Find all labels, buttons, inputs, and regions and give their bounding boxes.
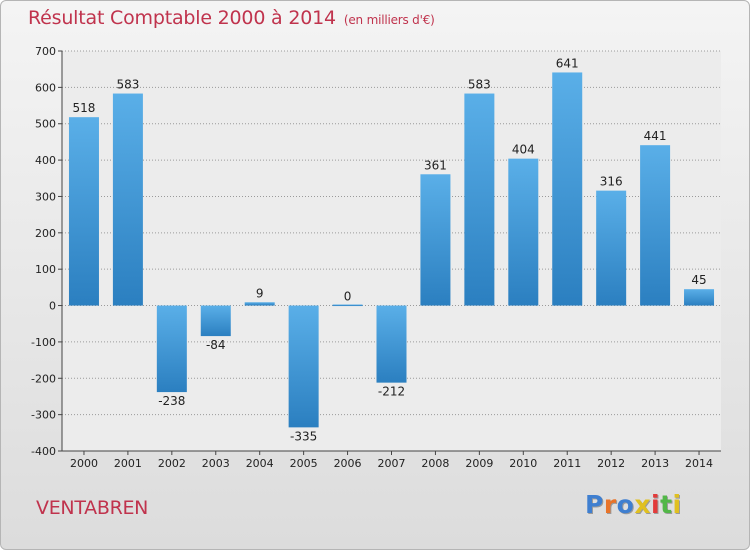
bar: [684, 289, 715, 306]
y-tick-label: 400: [35, 154, 56, 167]
bar-value-label: 583: [116, 78, 139, 92]
bar-value-label: 45: [691, 273, 706, 287]
bar: [376, 305, 407, 383]
bar: [156, 305, 187, 393]
city-name: VENTABREN: [36, 497, 149, 519]
chart-title: Résultat Comptable 2000 à 2014 (en millie…: [28, 7, 435, 29]
y-tick-label: -400: [31, 445, 56, 458]
y-tick-label: 0: [49, 300, 56, 313]
bar: [200, 305, 231, 337]
y-tick-label: 300: [35, 190, 56, 203]
bar: [288, 305, 319, 428]
chart-title-text: Résultat Comptable 2000 à 2014: [28, 7, 336, 29]
x-tick-label: 2009: [465, 457, 493, 470]
bar-value-label: 404: [512, 143, 535, 157]
bar-value-label: -335: [290, 429, 317, 443]
y-tick-label: -100: [31, 336, 56, 349]
x-tick-label: 2007: [378, 457, 406, 470]
bar: [640, 145, 671, 306]
logo-letter: i: [672, 490, 682, 519]
bar-value-label: 361: [424, 158, 447, 172]
logo-letter: x: [634, 490, 651, 519]
logo-letter: i: [651, 490, 661, 519]
bar: [420, 174, 451, 306]
logo-letter: P: [585, 490, 604, 519]
y-tick-label: 600: [35, 81, 56, 94]
bar-value-label: -212: [378, 385, 405, 399]
chart-subtitle: (en milliers d'€): [343, 13, 435, 27]
bar-value-label: -238: [158, 394, 185, 408]
bar: [596, 190, 627, 306]
x-tick-label: 2014: [685, 457, 713, 470]
x-tick-label: 2001: [114, 457, 142, 470]
x-tick-label: 2010: [509, 457, 537, 470]
x-tick-label: 2011: [553, 457, 581, 470]
bar-value-label: 9: [256, 286, 264, 300]
x-tick-label: 2008: [421, 457, 449, 470]
bar: [112, 93, 143, 306]
bar-value-label: 641: [556, 56, 579, 70]
x-tick-label: 2003: [202, 457, 230, 470]
logo-letter: t: [660, 490, 673, 519]
x-tick-label: 2006: [334, 457, 362, 470]
y-tick-label: -200: [31, 372, 56, 385]
bar: [332, 304, 363, 307]
y-tick-label: 700: [35, 45, 56, 58]
logo-letter: o: [616, 490, 635, 519]
bar-value-label: 518: [73, 101, 96, 115]
bar-value-label: 316: [600, 175, 623, 189]
x-tick-label: 2005: [290, 457, 318, 470]
x-tick-label: 2000: [70, 457, 98, 470]
x-tick-label: 2012: [597, 457, 625, 470]
y-tick-label: 500: [35, 118, 56, 131]
bar: [508, 158, 539, 306]
bar: [464, 93, 495, 306]
proxiti-logo: Proxiti: [585, 490, 682, 519]
logo-letter: r: [603, 490, 617, 519]
x-tick-label: 2002: [158, 457, 186, 470]
bar: [552, 72, 583, 306]
y-tick-label: -300: [31, 409, 56, 422]
x-tick-label: 2004: [246, 457, 274, 470]
bar-value-label: 583: [468, 78, 491, 92]
y-tick-label: 200: [35, 227, 56, 240]
bar: [244, 302, 275, 306]
bar: [68, 117, 99, 306]
bar-value-label: 0: [344, 290, 352, 304]
bar-value-label: 441: [644, 129, 667, 143]
x-tick-label: 2013: [641, 457, 669, 470]
bar-value-label: -84: [206, 338, 226, 352]
y-tick-label: 100: [35, 263, 56, 276]
